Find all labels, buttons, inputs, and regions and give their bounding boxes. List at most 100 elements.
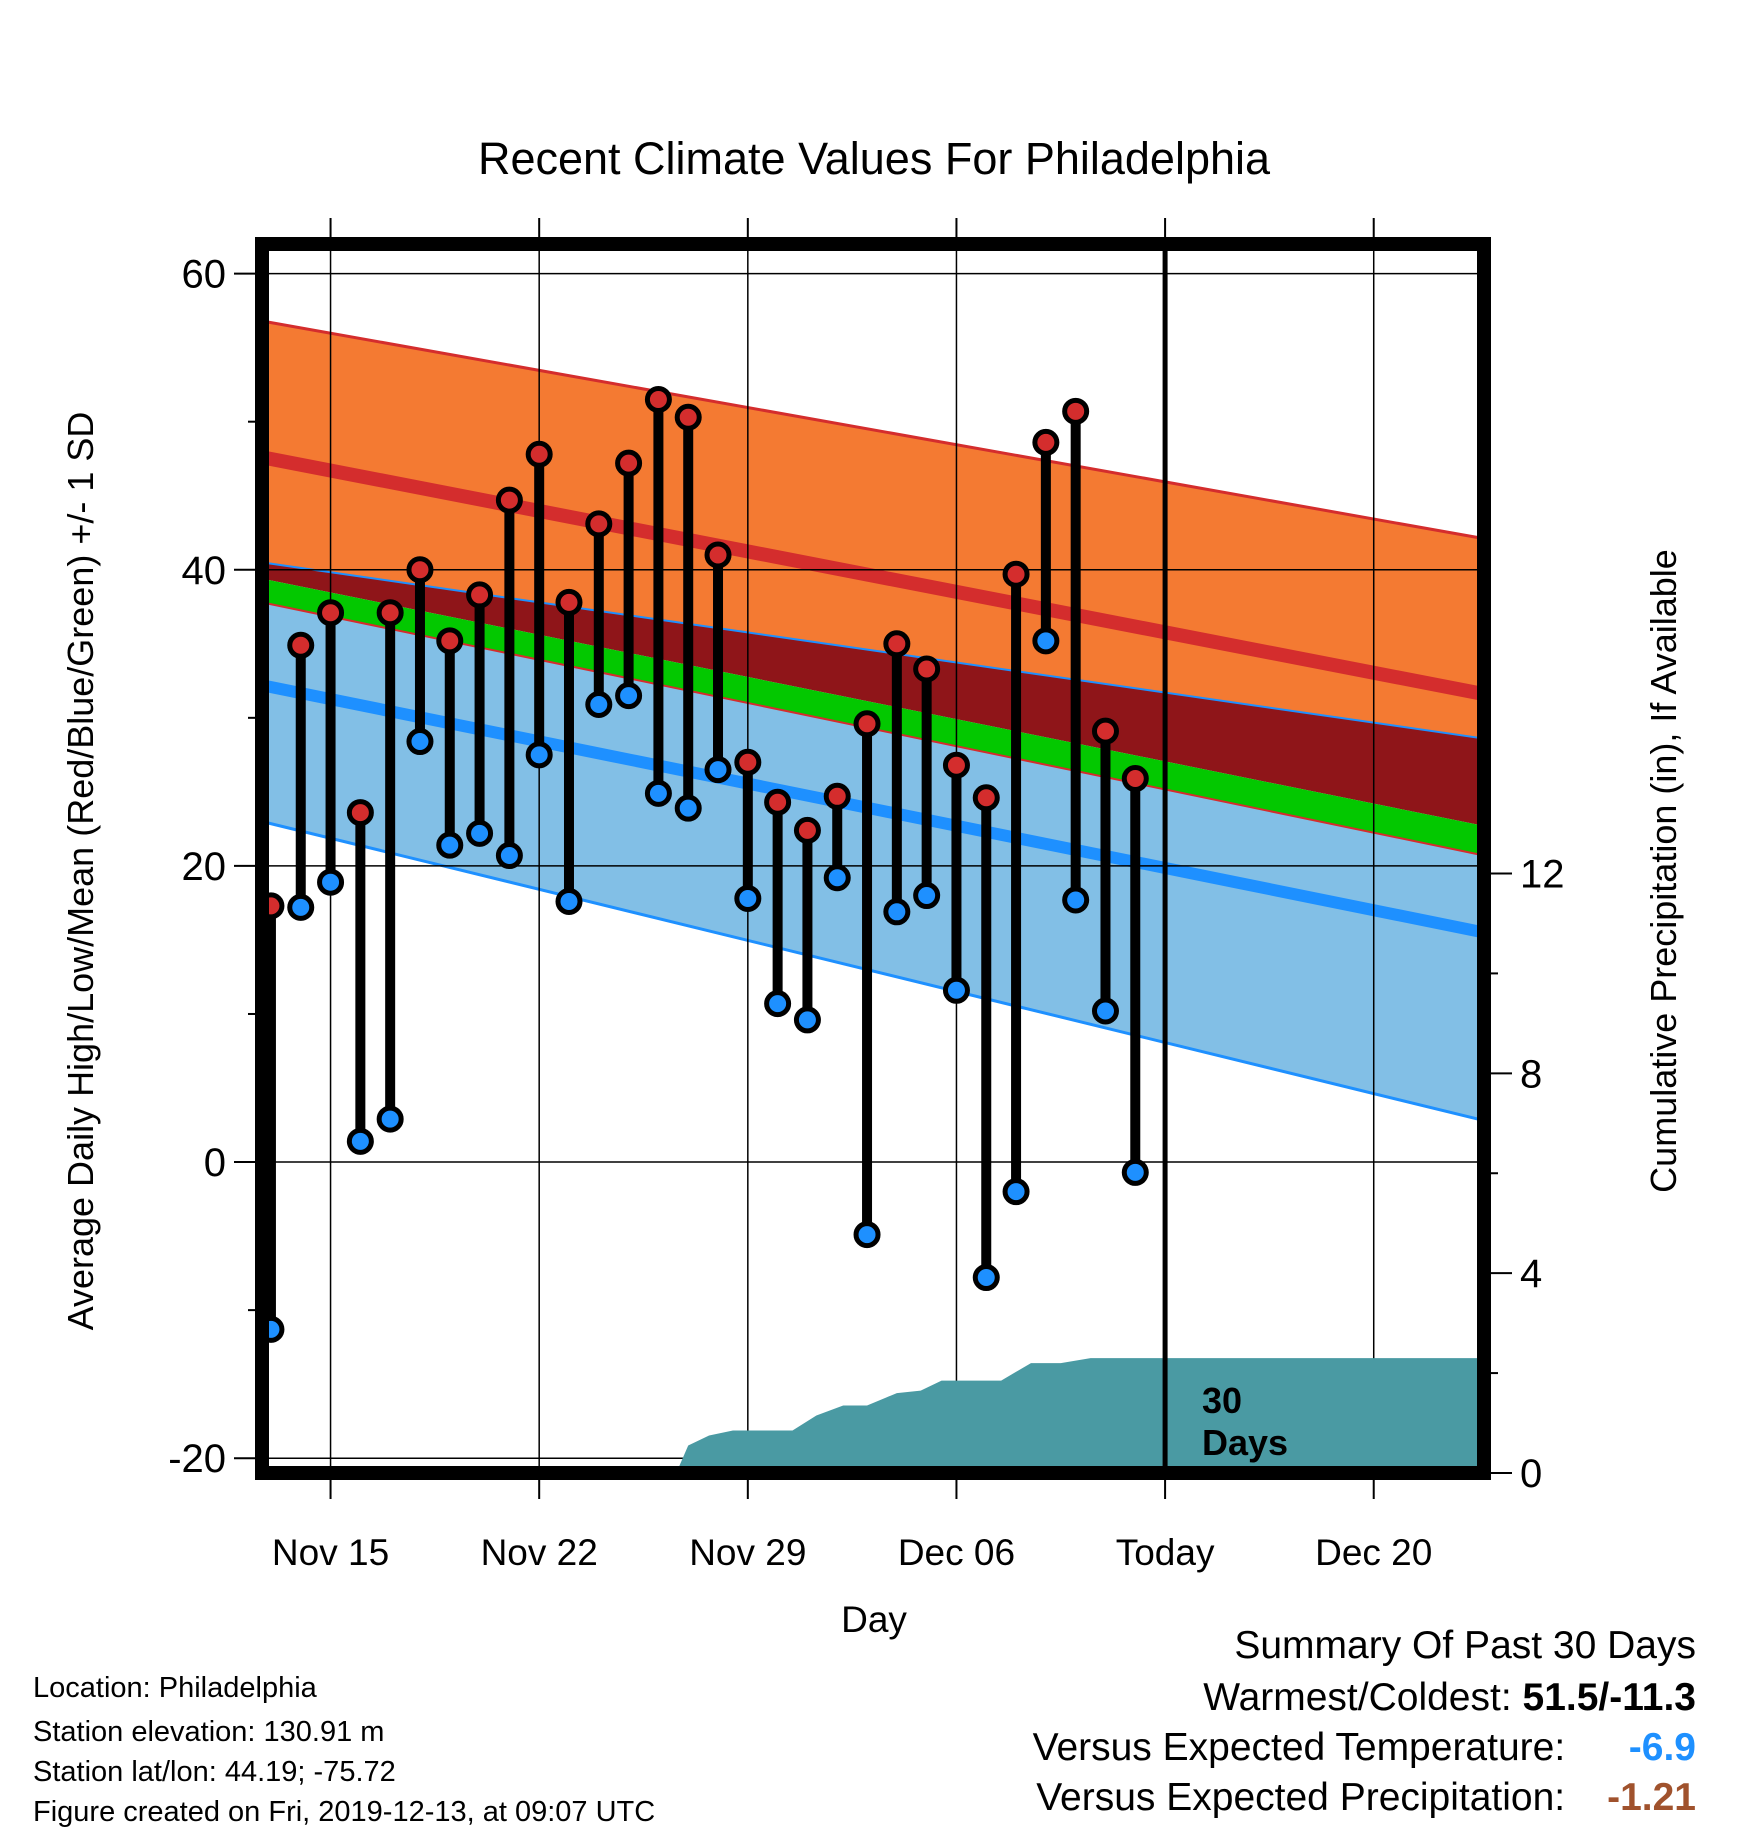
y2-tick-label-3: 12 [1520,852,1565,896]
daily-high-point-29 [1121,765,1149,793]
precip-label: Versus Expected Precipitation: [1036,1776,1566,1819]
summary-precipitation: Versus Expected Precipitation: -1.21 [1036,1776,1696,1820]
daily-high-point-1 [287,631,315,659]
daily-high-point-13 [644,385,672,413]
daily-low-point-20 [853,1221,881,1249]
high-mean-line [260,450,1486,702]
chart-title: Recent Climate Values For Philadelphia [478,133,1271,184]
daily-high-point-3 [346,799,374,827]
daily-high-point-28 [1091,717,1119,745]
precip-value: -1.21 [1607,1776,1696,1819]
daily-low-point-28 [1091,997,1119,1025]
y2-axis-label: Cumulative Precipitation (in), If Availa… [1643,549,1684,1193]
daily-low-point-12 [615,682,643,710]
daily-low-point-7 [466,819,494,847]
today-annotation-unit: Days [1202,1422,1288,1463]
daily-low-point-24 [972,1264,1000,1292]
daily-low-point-23 [942,976,970,1004]
daily-high-point-2 [317,599,345,627]
y-tick-label-4: 60 [182,253,227,297]
daily-high-point-23 [942,751,970,779]
daily-low-point-27 [1062,886,1090,914]
daily-high-point-4 [376,599,404,627]
info-latlon: Station lat/lon: 44.19; -75.72 [33,1756,396,1788]
daily-high-point-26 [1032,428,1060,456]
plot-frame [255,237,1491,1480]
daily-high-point-11 [585,510,613,538]
high-minus-sd-line [261,561,1485,740]
warmest-label: Warmest/Coldest: [1203,1676,1512,1719]
x-tick-label-1: Nov 22 [481,1532,598,1573]
precip-area [262,1358,1484,1473]
daily-low-point-8 [495,842,523,870]
daily-low-point-25 [1002,1178,1030,1206]
temp-value: -6.9 [1628,1726,1696,1769]
daily-low-point-10 [555,887,583,915]
y-tick-label-3: 40 [182,549,227,593]
daily-high-point-6 [436,627,464,655]
warmest-value: 51.5/-11.3 [1522,1676,1696,1719]
daily-high-point-18 [793,816,821,844]
today-annotation-number: 30 [1202,1380,1242,1421]
daily-low-point-9 [525,741,553,769]
x-tick-label-3: Dec 06 [898,1532,1015,1573]
daily-high-point-17 [764,788,792,816]
daily-high-point-20 [853,710,881,738]
y-tick-label-1: 0 [204,1141,226,1185]
daily-high-point-15 [704,541,732,569]
low-mean-line [260,679,1486,939]
y-tick-label-2: 20 [182,845,227,889]
daily-low-point-21 [883,898,911,926]
y-tick-label-0: -20 [168,1437,226,1481]
low-minus-sd-line [261,820,1485,1123]
daily-low-point-1 [287,893,315,921]
daily-low-point-15 [704,756,732,784]
daily-high-point-7 [466,581,494,609]
info-elevation: Station elevation: 130.91 m [33,1716,385,1748]
daily-low-point-5 [406,728,434,756]
daily-high-point-27 [1062,397,1090,425]
summary-warmest-coldest: Warmest/Coldest: 51.5/-11.3 [1203,1676,1696,1720]
daily-high-point-24 [972,784,1000,812]
daily-low-point-16 [734,884,762,912]
daily-high-point-22 [913,655,941,683]
x-axis-label: Day [841,1599,907,1640]
daily-high-point-19 [823,782,851,810]
summary-heading: Summary Of Past 30 Days [1234,1624,1696,1667]
temp-label: Versus Expected Temperature: [1032,1726,1566,1769]
daily-high-point-25 [1002,560,1030,588]
daily-high-point-21 [883,630,911,658]
daily-low-point-14 [674,794,702,822]
daily-low-point-17 [764,990,792,1018]
daily-low-point-29 [1121,1158,1149,1186]
summary-temperature: Versus Expected Temperature: -6.9 [1033,1726,1696,1770]
daily-low-point-19 [823,864,851,892]
x-tick-label-4: Today [1116,1532,1215,1573]
daily-low-point-13 [644,779,672,807]
y2-tick-label-0: 0 [1520,1452,1542,1496]
info-location: Location: Philadelphia [33,1672,317,1704]
y2-tick-label-1: 4 [1520,1252,1542,1296]
daily-low-point-4 [376,1105,404,1133]
high-plus-sd-line [261,319,1485,541]
daily-high-point-10 [555,588,583,616]
daily-low-point-26 [1032,627,1060,655]
daily-low-point-22 [913,882,941,910]
daily-high-point-16 [734,748,762,776]
x-tick-label-5: Dec 20 [1315,1532,1432,1573]
daily-low-point-3 [346,1127,374,1155]
daily-high-point-12 [615,449,643,477]
y-axis-label: Average Daily High/Low/Mean (Red/Blue/Gr… [60,412,101,1331]
daily-low-point-6 [436,831,464,859]
daily-high-point-9 [525,440,553,468]
daily-high-point-5 [406,556,434,584]
x-tick-label-2: Nov 29 [689,1532,806,1573]
y2-tick-label-2: 8 [1520,1052,1542,1096]
daily-low-point-18 [793,1006,821,1034]
daily-low-point-11 [585,691,613,719]
daily-high-point-8 [495,486,523,514]
daily-high-point-14 [674,403,702,431]
info-created: Figure created on Fri, 2019-12-13, at 09… [33,1796,656,1828]
